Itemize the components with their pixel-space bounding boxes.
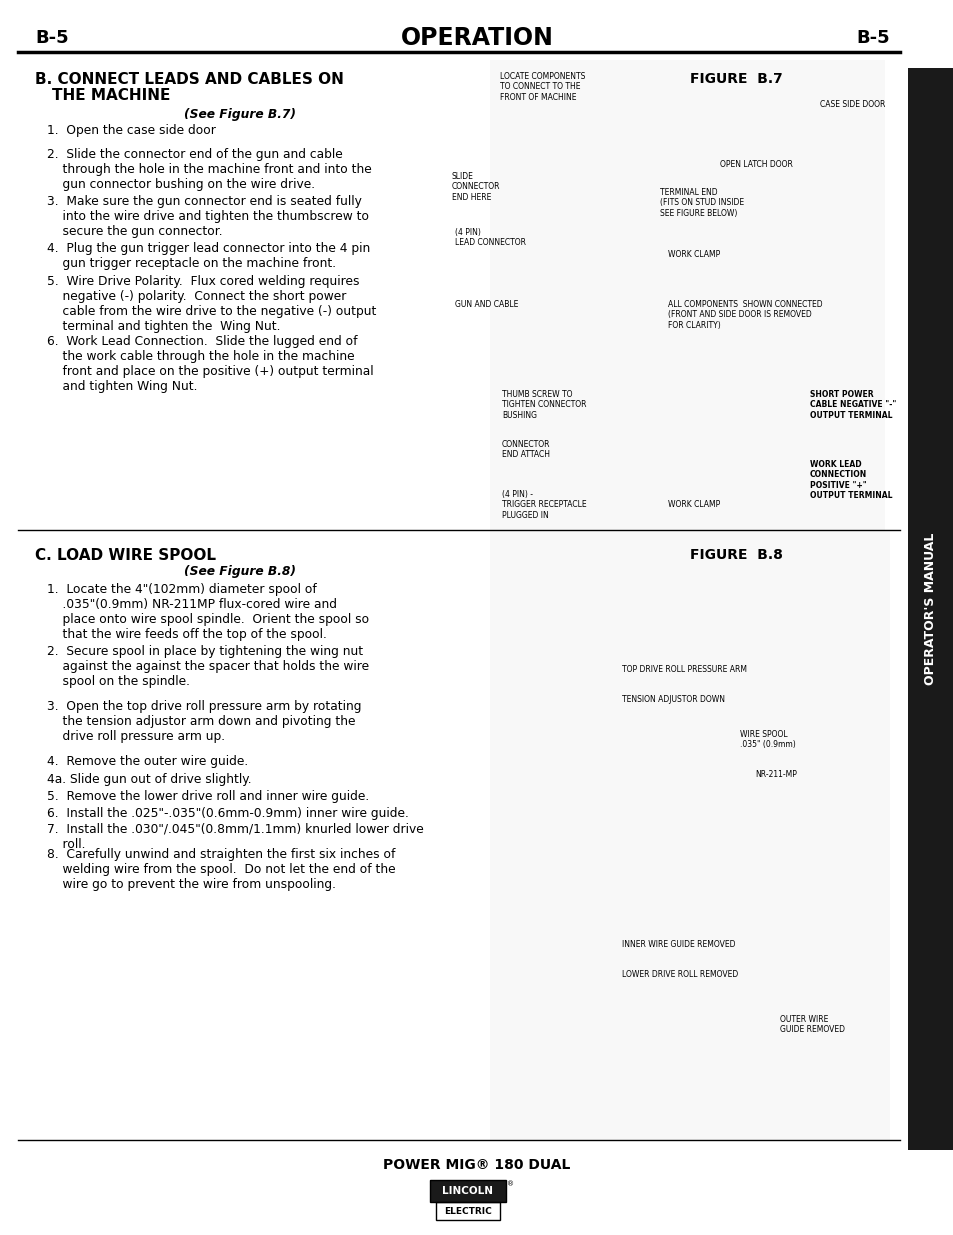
Text: 5.  Wire Drive Polarity.  Flux cored welding requires
    negative (-) polarity.: 5. Wire Drive Polarity. Flux cored weldi… (47, 275, 376, 333)
Text: 3.  Make sure the gun connector end is seated fully
    into the wire drive and : 3. Make sure the gun connector end is se… (47, 195, 369, 238)
Text: (See Figure B.8): (See Figure B.8) (184, 564, 295, 578)
Text: B-5: B-5 (856, 28, 889, 47)
Text: 4a. Slide gun out of drive slightly.: 4a. Slide gun out of drive slightly. (47, 773, 252, 785)
Text: B. CONNECT LEADS AND CABLES ON: B. CONNECT LEADS AND CABLES ON (35, 72, 343, 86)
Text: THE MACHINE: THE MACHINE (52, 88, 171, 103)
Text: FIGURE  B.7: FIGURE B.7 (689, 72, 781, 86)
Text: WIRE SPOOL
.035" (0.9mm): WIRE SPOOL .035" (0.9mm) (740, 730, 795, 750)
Text: NR-211-MP: NR-211-MP (754, 769, 796, 779)
Text: (4 PIN)
LEAD CONNECTOR: (4 PIN) LEAD CONNECTOR (455, 228, 525, 247)
Text: OPEN LATCH DOOR: OPEN LATCH DOOR (720, 161, 792, 169)
Text: 7.  Install the .030"/.045"(0.8mm/1.1mm) knurled lower drive
    roll.: 7. Install the .030"/.045"(0.8mm/1.1mm) … (47, 823, 423, 851)
Text: TENSION ADJUSTOR DOWN: TENSION ADJUSTOR DOWN (621, 695, 724, 704)
Text: SLIDE
CONNECTOR
END HERE: SLIDE CONNECTOR END HERE (452, 172, 500, 201)
Bar (436, 1202, 499, 1220)
Text: ELECTRIC: ELECTRIC (444, 1207, 492, 1215)
Text: CONNECTOR
END ATTACH: CONNECTOR END ATTACH (501, 440, 550, 459)
Text: WORK LEAD
CONNECTION
POSITIVE "+"
OUTPUT TERMINAL: WORK LEAD CONNECTION POSITIVE "+" OUTPUT… (809, 459, 892, 500)
Text: 3.  Open the top drive roll pressure arm by rotating
    the tension adjustor ar: 3. Open the top drive roll pressure arm … (47, 700, 361, 743)
Text: C. LOAD WIRE SPOOL: C. LOAD WIRE SPOOL (35, 548, 215, 563)
Text: LOWER DRIVE ROLL REMOVED: LOWER DRIVE ROLL REMOVED (621, 969, 738, 979)
Text: OPERATOR'S MANUAL: OPERATOR'S MANUAL (923, 532, 937, 685)
Text: 1.  Locate the 4"(102mm) diameter spool of
    .035"(0.9mm) NR-211MP flux-cored : 1. Locate the 4"(102mm) diameter spool o… (47, 583, 369, 641)
Text: ®: ® (506, 1181, 514, 1187)
Text: 4.  Remove the outer wire guide.: 4. Remove the outer wire guide. (47, 755, 248, 768)
Text: 5.  Remove the lower drive roll and inner wire guide.: 5. Remove the lower drive roll and inner… (47, 790, 369, 803)
Text: THUMB SCREW TO
TIGHTEN CONNECTOR
BUSHING: THUMB SCREW TO TIGHTEN CONNECTOR BUSHING (501, 390, 586, 420)
Bar (490, 530, 889, 1140)
Bar (490, 61, 884, 530)
Text: FIGURE  B.8: FIGURE B.8 (689, 548, 782, 562)
Text: LINCOLN: LINCOLN (442, 1186, 493, 1195)
Text: INNER WIRE GUIDE REMOVED: INNER WIRE GUIDE REMOVED (621, 940, 735, 948)
Text: TOP DRIVE ROLL PRESSURE ARM: TOP DRIVE ROLL PRESSURE ARM (621, 664, 746, 674)
Bar (907, 68, 953, 1150)
Text: GUN AND CABLE: GUN AND CABLE (455, 300, 517, 309)
Text: POWER MIG® 180 DUAL: POWER MIG® 180 DUAL (383, 1158, 570, 1172)
Text: 6.  Work Lead Connection.  Slide the lugged end of
    the work cable through th: 6. Work Lead Connection. Slide the lugge… (47, 335, 374, 393)
Text: 8.  Carefully unwind and straighten the first six inches of
    welding wire fro: 8. Carefully unwind and straighten the f… (47, 848, 395, 890)
Text: 2.  Slide the connector end of the gun and cable
    through the hole in the mac: 2. Slide the connector end of the gun an… (47, 148, 372, 191)
Text: B-5: B-5 (35, 28, 69, 47)
Text: ALL COMPONENTS  SHOWN CONNECTED
(FRONT AND SIDE DOOR IS REMOVED
FOR CLARITY): ALL COMPONENTS SHOWN CONNECTED (FRONT AN… (667, 300, 821, 330)
Bar (430, 1179, 505, 1202)
Text: (See Figure B.7): (See Figure B.7) (184, 107, 295, 121)
Text: OPERATION: OPERATION (400, 26, 553, 49)
Text: 1.  Open the case side door: 1. Open the case side door (47, 124, 215, 137)
Text: 6.  Install the .025"-.035"(0.6mm-0.9mm) inner wire guide.: 6. Install the .025"-.035"(0.6mm-0.9mm) … (47, 806, 409, 820)
Text: SHORT POWER
CABLE NEGATIVE "-"
OUTPUT TERMINAL: SHORT POWER CABLE NEGATIVE "-" OUTPUT TE… (809, 390, 896, 420)
Text: WORK CLAMP: WORK CLAMP (667, 249, 720, 259)
Text: OUTER WIRE
GUIDE REMOVED: OUTER WIRE GUIDE REMOVED (780, 1015, 844, 1035)
Text: WORK CLAMP: WORK CLAMP (667, 500, 720, 509)
Text: (4 PIN) -
TRIGGER RECEPTACLE
PLUGGED IN: (4 PIN) - TRIGGER RECEPTACLE PLUGGED IN (501, 490, 586, 520)
Bar (430, 1179, 505, 1202)
Text: 4.  Plug the gun trigger lead connector into the 4 pin
    gun trigger receptacl: 4. Plug the gun trigger lead connector i… (47, 242, 370, 270)
Text: CASE SIDE DOOR: CASE SIDE DOOR (820, 100, 884, 109)
Text: TERMINAL END
(FITS ON STUD INSIDE
SEE FIGURE BELOW): TERMINAL END (FITS ON STUD INSIDE SEE FI… (659, 188, 743, 217)
Text: LOCATE COMPONENTS
TO CONNECT TO THE
FRONT OF MACHINE: LOCATE COMPONENTS TO CONNECT TO THE FRON… (499, 72, 585, 101)
Text: 2.  Secure spool in place by tightening the wing nut
    against the against the: 2. Secure spool in place by tightening t… (47, 645, 369, 688)
